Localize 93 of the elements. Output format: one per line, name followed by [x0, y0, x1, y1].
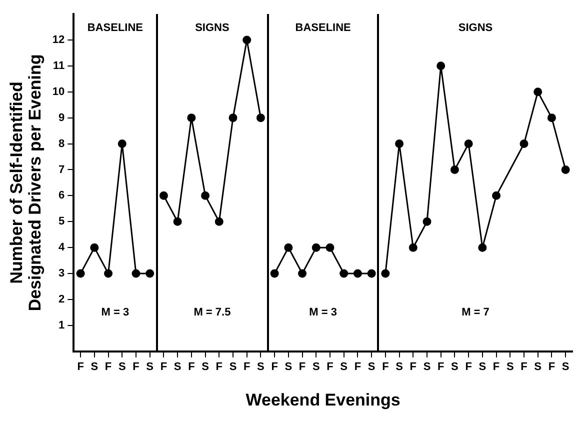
x-tick-label: F — [437, 361, 444, 374]
x-tick-label: S — [451, 361, 458, 374]
x-tick-label: S — [396, 361, 403, 374]
x-tick-label: F — [216, 361, 223, 374]
point — [340, 269, 348, 278]
x-tick-label: S — [257, 361, 264, 374]
point — [561, 165, 570, 174]
y-axis-title: Number of Self-Identified Designated Drivers per Evening — [7, 54, 45, 312]
point — [450, 165, 459, 174]
x-tick-label: S — [562, 361, 570, 374]
point — [214, 217, 224, 226]
point — [492, 191, 501, 200]
point — [353, 269, 362, 278]
y-tick-label: 7 — [58, 164, 65, 176]
x-tick-label: F — [243, 361, 250, 374]
point — [146, 269, 154, 278]
point — [326, 243, 334, 252]
x-tick-label: S — [312, 361, 320, 374]
point — [436, 62, 446, 70]
point — [298, 269, 307, 278]
point — [187, 114, 196, 122]
point — [228, 114, 238, 122]
annotation: M = 3 — [101, 306, 130, 318]
y-tick-label: 9 — [58, 112, 65, 124]
x-tick-label: F — [104, 361, 112, 374]
point — [256, 114, 265, 122]
point — [132, 269, 140, 278]
point — [395, 140, 404, 148]
annotation: SIGNS — [458, 22, 493, 34]
x-tick-label: F — [326, 361, 334, 374]
y-tick-label: 2 — [58, 294, 65, 306]
point — [478, 243, 487, 252]
x-axis-title: Weekend Evenings — [246, 390, 400, 410]
point — [173, 217, 182, 226]
x-tick-label: S — [423, 361, 431, 374]
annotation: BASELINE — [87, 22, 144, 34]
x-tick-label: S — [202, 361, 209, 374]
point — [464, 140, 473, 148]
annotation: M = 7.5 — [194, 306, 231, 318]
x-tick-label: S — [478, 361, 486, 374]
point — [270, 269, 279, 278]
annotation: M = 7 — [462, 306, 490, 318]
y-tick-label: 5 — [58, 216, 65, 228]
x-tick-label: F — [188, 361, 196, 374]
annotation: M = 3 — [309, 306, 337, 318]
y-tick-label: 12 — [52, 34, 65, 46]
x-tick-label: S — [90, 361, 98, 374]
x-tick-label: F — [410, 361, 417, 374]
x-tick-label: S — [534, 361, 542, 374]
x-tick-label: S — [340, 361, 348, 374]
y-tick-label: 8 — [58, 138, 65, 150]
x-tick-label: S — [174, 361, 182, 374]
x-tick-label: S — [506, 361, 514, 374]
point — [104, 269, 113, 278]
x-tick-label: F — [132, 361, 140, 374]
point — [118, 140, 126, 148]
point — [520, 140, 528, 148]
point — [159, 191, 168, 200]
x-tick-label: S — [229, 361, 237, 374]
x-tick-label: S — [146, 361, 154, 374]
y-tick-label: 10 — [52, 86, 65, 98]
x-tick-label: F — [77, 361, 84, 374]
annotation: SIGNS — [195, 22, 230, 34]
y-tick-label: 6 — [58, 190, 65, 202]
x-tick-label: S — [118, 361, 126, 374]
y-tick-label: 11 — [52, 60, 65, 72]
point — [201, 191, 210, 200]
point — [76, 269, 85, 278]
x-tick-label: F — [160, 361, 168, 374]
x-tick-label: F — [271, 361, 278, 374]
y-tick-label: 1 — [58, 319, 65, 332]
point — [284, 243, 293, 252]
x-tick-label: S — [284, 361, 292, 374]
x-tick-label: F — [298, 361, 306, 374]
point — [547, 114, 556, 122]
x-tick-label: F — [354, 361, 362, 374]
point — [422, 217, 432, 226]
point — [367, 269, 376, 278]
point — [312, 243, 320, 252]
y-tick-label: 3 — [58, 268, 65, 280]
point — [381, 269, 390, 278]
point — [242, 36, 252, 44]
y-tick-label: 4 — [58, 242, 66, 254]
point — [408, 243, 418, 252]
x-tick-label: F — [465, 361, 472, 374]
x-tick-label: F — [548, 361, 556, 374]
point — [90, 243, 99, 252]
x-tick-label: F — [520, 361, 528, 374]
x-tick-label: F — [492, 361, 500, 374]
point — [534, 88, 542, 96]
x-tick-label: F — [382, 361, 390, 374]
x-tick-label: S — [368, 361, 376, 374]
annotation: BASELINE — [295, 22, 351, 34]
